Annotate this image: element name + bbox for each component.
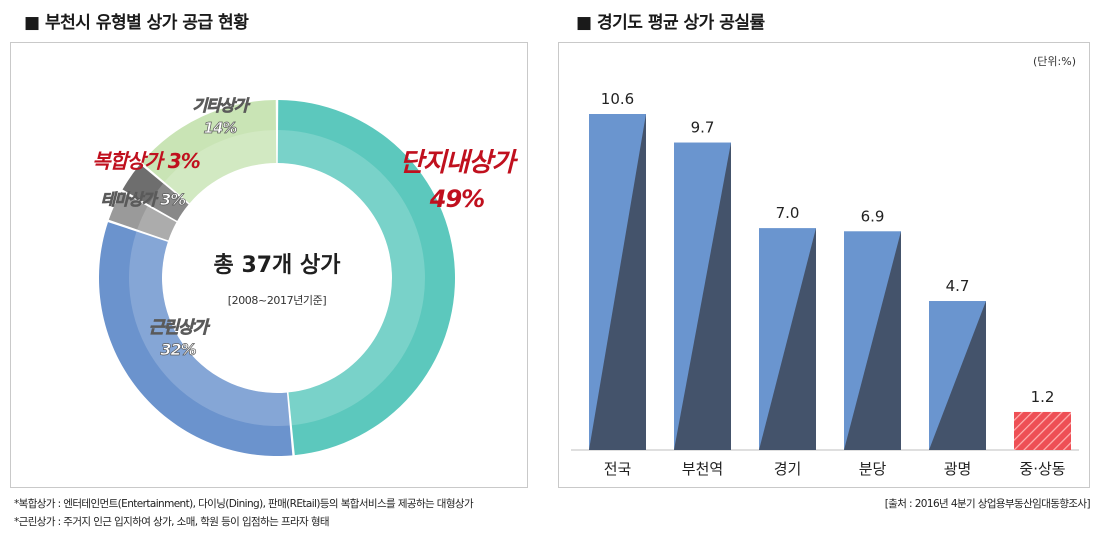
donut-label-1: 근린상가 32%	[148, 318, 212, 360]
donut-label-3-text: 복합상가 3%	[92, 149, 200, 173]
bar-shade	[759, 228, 816, 450]
donut-center-subtitle: [2008~2017년기준]	[228, 294, 327, 307]
donut-chart-panel: 총 37개 상가 [2008~2017년기준] 단지내상가 49% 근린상가 32% 테마상…	[10, 42, 528, 488]
bar-chart-panel: (단위:%) 10.6 전국 9.7 부천역 7.0 경기 6.9 분당 4.7 광명 1.2 중·상동	[558, 42, 1090, 488]
bar-0	[589, 114, 646, 450]
donut-slice-3	[122, 164, 189, 221]
donut-center-title: 총 37개 상가	[214, 253, 341, 278]
bar-category-label-1: 부천역	[682, 460, 723, 478]
bar-category-label-4: 광명	[944, 460, 972, 478]
bar-value-label-0: 10.6	[601, 90, 634, 108]
bar-value-label-1: 9.7	[691, 119, 715, 137]
bar-category-label-2: 경기	[774, 460, 802, 478]
donut-slice-inner-ring-0	[277, 130, 425, 426]
donut-slice-inner-ring-2	[137, 206, 177, 241]
bar-category-label-0: 전국	[604, 460, 632, 478]
footnote-neighborhood-mall: *근린상가 : 주거지 인근 입지하여 상가, 소매, 학원 등이 입점하는 프…	[14, 516, 330, 528]
bar-shade	[929, 301, 986, 450]
donut-label-2-text: 테마상가 3%	[101, 190, 187, 209]
bar-3	[844, 231, 901, 450]
donut-label-2: 테마상가 3%	[100, 190, 187, 210]
donut-slice-1	[98, 222, 293, 456]
bar-unit-label: (단위:%)	[1033, 55, 1076, 68]
donut-slice-2	[108, 191, 177, 241]
footnote-complex-mall: *복합상가 : 엔터테인먼트(Entertainment), 다이닝(Dinin…	[14, 498, 474, 510]
bar-shade	[674, 142, 731, 450]
bar-2	[759, 228, 816, 450]
bar-shade	[589, 114, 646, 450]
donut-label-0: 단지내상가 49%	[400, 148, 520, 213]
bar-category-label-5: 중·상동	[1019, 460, 1065, 478]
donut-slice-4	[141, 100, 277, 204]
source-note: [출처 : 2016년 4분기 상업용부동산임대동향조사]	[884, 498, 1091, 510]
left-section-title: ■ 부천시 유형별 상가 공급 현황	[24, 13, 249, 33]
bar-5	[1014, 411, 1071, 450]
right-section-title: ■ 경기도 평균 상가 공실률	[576, 13, 765, 33]
bar-shade	[844, 231, 901, 450]
bar-value-label-4: 4.7	[946, 277, 970, 295]
donut-label-3: 복합상가 3%	[92, 149, 201, 173]
donut-label-value-4: 14%	[204, 119, 238, 137]
bar-value-label-5: 1.2	[1031, 388, 1055, 406]
donut-chart: 총 37개 상가 [2008~2017년기준] 단지내상가 49% 근린상가 32% 테마상…	[92, 96, 520, 456]
donut-label-4: 기타상가 14%	[192, 96, 252, 138]
bar-4	[929, 301, 986, 450]
donut-label-name-4: 기타상가	[193, 96, 251, 115]
bar-rect-highlight	[1014, 411, 1071, 450]
bar-value-label-2: 7.0	[776, 204, 800, 222]
bar-1	[674, 142, 731, 450]
donut-label-value-0: 49%	[429, 185, 484, 213]
bar-chart: (단위:%) 10.6 전국 9.7 부천역 7.0 경기 6.9 분당 4.7 광명 1.2 중·상동	[571, 55, 1079, 478]
donut-slice-inner-ring-4	[164, 130, 277, 204]
donut-slice-inner-ring-1	[129, 231, 290, 426]
donut-label-name-1: 근린상가	[149, 318, 211, 338]
bar-value-label-3: 6.9	[861, 207, 885, 225]
donut-label-name-0: 단지내상가	[400, 148, 519, 178]
donut-slice-0	[277, 100, 456, 456]
bar-category-label-3: 분당	[859, 460, 887, 478]
donut-label-value-1: 32%	[160, 340, 196, 359]
donut-slice-inner-ring-3	[148, 183, 189, 221]
